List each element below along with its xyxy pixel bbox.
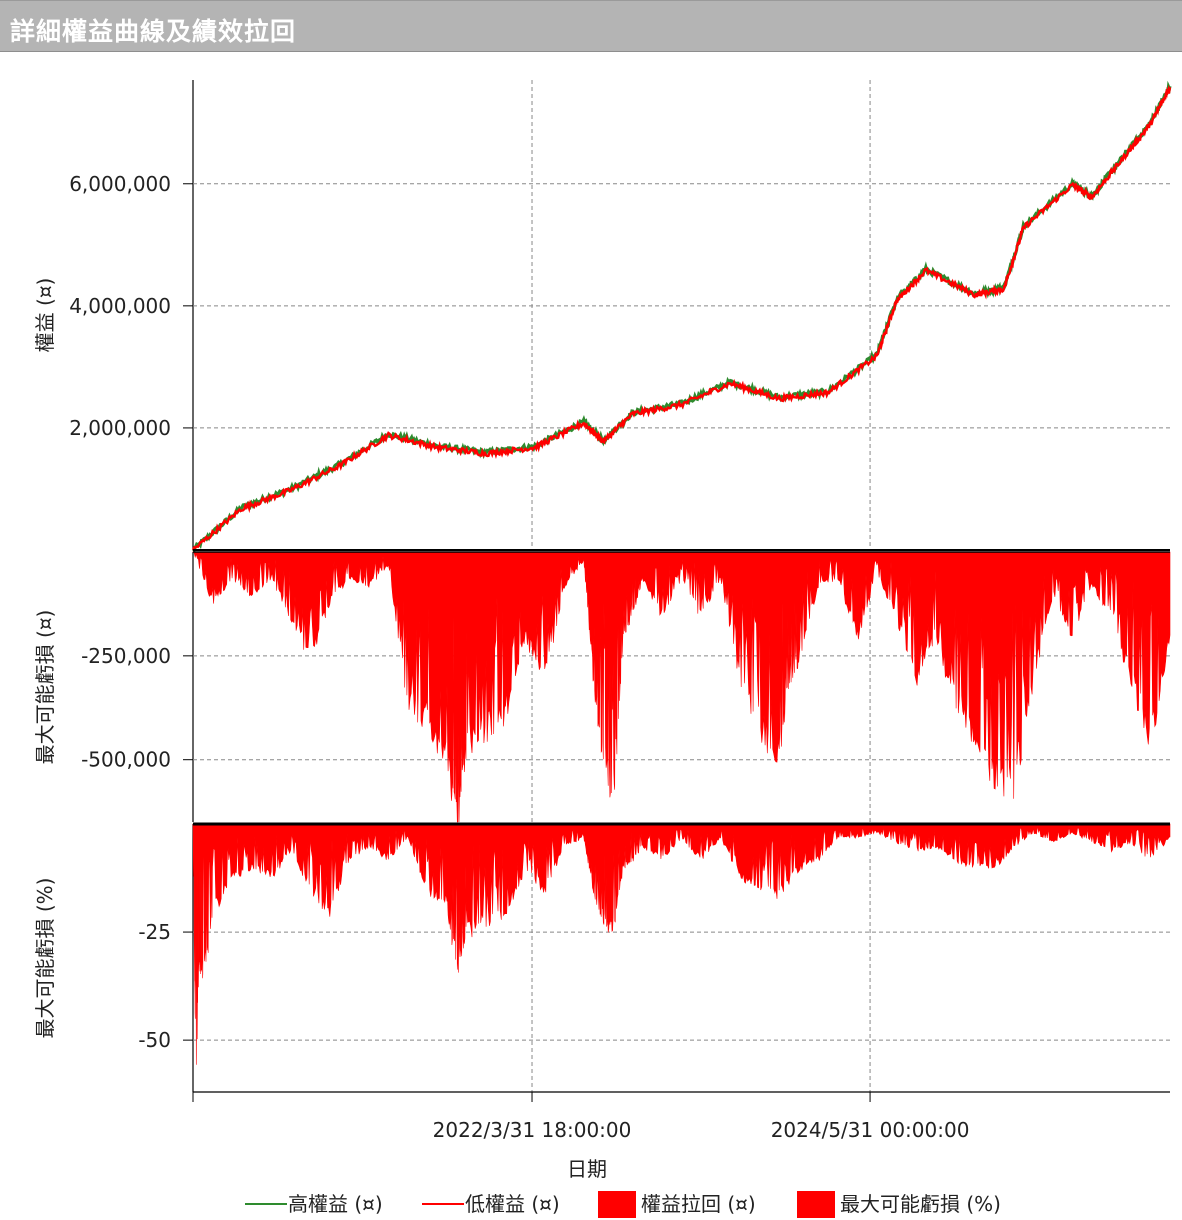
y-axis-label: 權益 (¤) bbox=[33, 278, 57, 353]
x-tick-label: 2024/5/31 00:00:00 bbox=[771, 1118, 970, 1142]
legend-label: 權益拉回 (¤) bbox=[641, 1192, 756, 1216]
y-tick-label: 4,000,000 bbox=[69, 294, 171, 318]
legend-swatch bbox=[797, 1191, 835, 1218]
drawdown-percent-panel: -25 -50 最大可能虧損 (%) bbox=[33, 822, 1171, 1092]
y-axis-label: 最大可能虧損 (¤) bbox=[33, 610, 57, 765]
y-tick-label: -500,000 bbox=[81, 748, 171, 772]
equity-panel: 2,000,000 4,000,000 6,000,000 權益 (¤) bbox=[33, 80, 1172, 553]
x-axis: 2022/3/31 18:00:00 2024/5/31 00:00:00 日期 bbox=[192, 1091, 1170, 1181]
drawdown-percent-area bbox=[192, 823, 1171, 1065]
x-tick-label: 2022/3/31 18:00:00 bbox=[433, 1118, 632, 1142]
y-tick-label: -50 bbox=[138, 1028, 171, 1052]
title-bar: 詳細權益曲線及績效拉回 bbox=[0, 0, 1182, 52]
y-tick-label: 2,000,000 bbox=[69, 416, 171, 440]
low-equity-line bbox=[191, 84, 1172, 551]
y-tick-label: -25 bbox=[138, 920, 171, 944]
y-tick-label: 6,000,000 bbox=[69, 172, 171, 196]
y-tick-label: -250,000 bbox=[81, 644, 171, 668]
legend: 高權益 (¤) 低權益 (¤) 權益拉回 (¤) 最大可能虧損 (%) bbox=[245, 1191, 1001, 1218]
legend-label: 最大可能虧損 (%) bbox=[840, 1192, 1001, 1216]
high-equity-line bbox=[192, 80, 1172, 553]
legend-label: 低權益 (¤) bbox=[465, 1192, 560, 1216]
chart-area: 2,000,000 4,000,000 6,000,000 權益 (¤) -250,0… bbox=[33, 80, 1172, 1218]
x-axis-label: 日期 bbox=[567, 1157, 607, 1181]
equity-drawdown-area bbox=[191, 551, 1171, 823]
window-title: 詳細權益曲線及績效拉回 bbox=[10, 17, 297, 46]
legend-label: 高權益 (¤) bbox=[288, 1192, 383, 1216]
legend-swatch bbox=[598, 1191, 636, 1218]
y-axis-label: 最大可能虧損 (%) bbox=[33, 878, 57, 1039]
drawdown-panel: -250,000 -500,000 最大可能虧損 (¤) bbox=[33, 551, 1171, 823]
